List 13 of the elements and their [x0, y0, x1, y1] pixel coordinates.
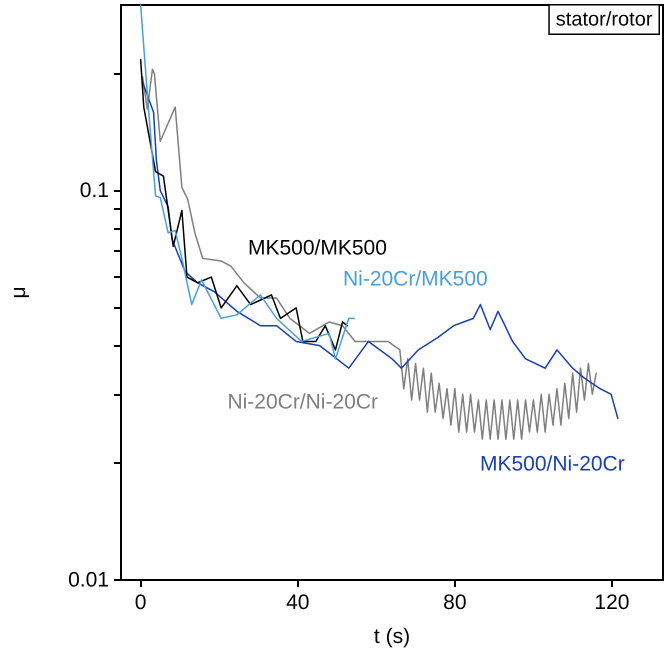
y-tick-label: 0.1	[80, 179, 109, 202]
annotation: stator/rotor	[556, 8, 653, 30]
series-label: Ni-20Cr/Ni-20Cr	[227, 390, 378, 414]
x-tick-label: 80	[443, 591, 467, 614]
series-label: Ni-20Cr/MK500	[343, 268, 488, 290]
series-label: MK500/MK500	[248, 236, 387, 260]
x-tick-label: 120	[594, 591, 630, 614]
x-tick-label: 40	[286, 591, 310, 614]
x-tick-label: 0	[134, 591, 146, 614]
series-label: MK500/Ni-20Cr	[480, 452, 625, 476]
x-axis-title: t (s)	[374, 625, 410, 648]
y-axis-title: μ	[7, 286, 30, 299]
y-tick-label: 0.01	[68, 568, 109, 592]
